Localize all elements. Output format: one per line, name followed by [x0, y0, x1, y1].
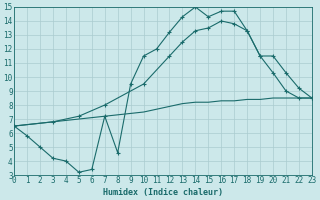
- X-axis label: Humidex (Indice chaleur): Humidex (Indice chaleur): [103, 188, 223, 197]
